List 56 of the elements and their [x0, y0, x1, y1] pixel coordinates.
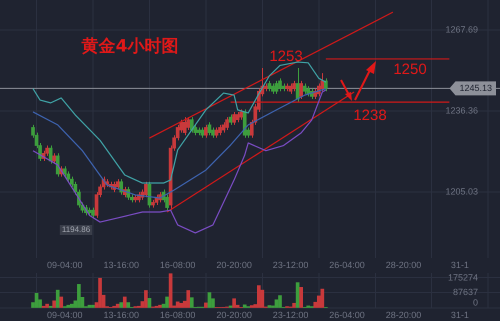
- x-tick-label: 26-04:00: [329, 310, 365, 320]
- candlestick: [292, 80, 296, 92]
- annotation: 1250: [393, 61, 427, 78]
- candlestick: [299, 80, 303, 100]
- candlestick: [239, 108, 244, 120]
- candlestick: [148, 181, 152, 208]
- annotation: 1238: [353, 107, 387, 124]
- candlestick: [274, 80, 278, 94]
- candlestick: [182, 116, 187, 136]
- x-tick-label: 26-04:00: [329, 260, 365, 270]
- candlestick: [91, 207, 95, 219]
- candlestick: [296, 67, 300, 102]
- candlestick: [278, 78, 282, 92]
- x-tick-label: 16-08:00: [160, 260, 196, 270]
- text: 黄金4小时图: [80, 36, 178, 56]
- y-tick-label: 87637: [452, 287, 478, 298]
- x-tick-label: 13-16:00: [103, 310, 139, 320]
- candlestick: [208, 122, 212, 136]
- candlestick: [218, 124, 222, 136]
- x-tick-label: 28-20:00: [386, 260, 422, 270]
- y-tick-label: 175274: [448, 272, 478, 282]
- x-tick-label: 23-12:00: [272, 260, 308, 270]
- candlestick: [214, 126, 218, 138]
- candlestick: [228, 114, 232, 126]
- x-tick-label: 09-04:00: [47, 260, 83, 270]
- annotation: 1194.86: [62, 225, 91, 234]
- candlestick: [236, 111, 240, 123]
- y-tick-label: 0: [472, 297, 478, 308]
- x-tick-label: 23-12:00: [272, 310, 308, 320]
- x-tick-label: 20-20:00: [216, 260, 252, 270]
- candlestick: [200, 126, 204, 138]
- ref-line-label: 1245.13: [459, 82, 492, 93]
- x-tick-label: 31-1: [450, 310, 469, 320]
- y-tick-label: 1236.36: [445, 105, 478, 116]
- x-tick-label: 09-04:00: [47, 310, 83, 320]
- annotation: 1253: [269, 48, 303, 66]
- candlestick: [288, 83, 292, 94]
- candlestick: [232, 111, 236, 126]
- x-tick-label: 20-20:00: [216, 310, 252, 320]
- candlestick: [268, 80, 272, 92]
- y-tick-label: 1205.03: [445, 186, 478, 196]
- candlestick: [186, 116, 190, 131]
- candlestick: [302, 83, 307, 94]
- candlestick: [52, 152, 56, 164]
- candlestick: [144, 181, 148, 198]
- candlestick: [116, 178, 120, 190]
- candlestick: [271, 83, 275, 94]
- candlestick: [62, 166, 67, 178]
- x-tick-label: 31-1: [450, 260, 469, 270]
- x-tick-label: 13-16:00: [103, 260, 139, 270]
- candlestick: [204, 124, 208, 138]
- x-tick-label: 16-08:00: [160, 310, 196, 320]
- x-tick-label: 28-20:00: [386, 310, 422, 320]
- candlestick: [211, 126, 215, 138]
- y-tick-label: 1267.69: [445, 24, 478, 34]
- candlestick: [225, 116, 229, 131]
